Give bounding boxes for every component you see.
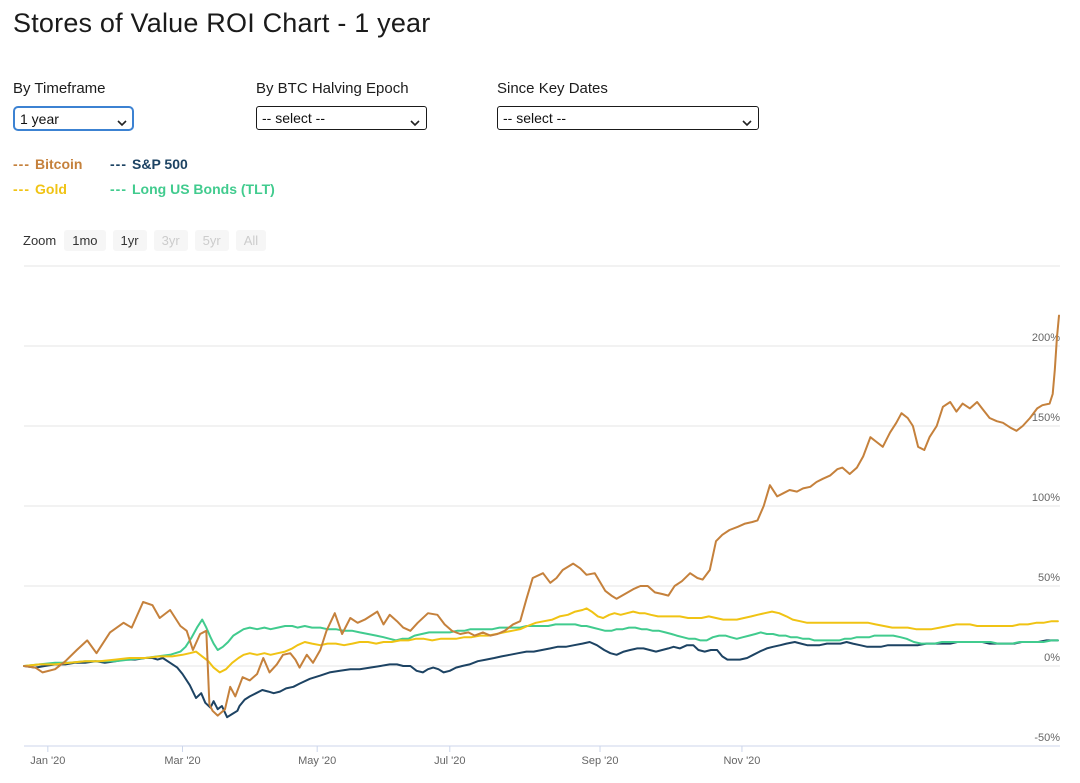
legend-label: S&P 500 [132,156,188,172]
series-line-s-p-500 [23,639,1059,719]
legend-item-sp500[interactable]: --- S&P 500 [110,152,275,176]
zoom-bar-label: Zoom [23,233,57,248]
chart-legend: --- Bitcoin --- S&P 500 --- Gold --- Long US… [13,152,275,201]
timeframe-select-wrap: 1 year [13,106,134,131]
series-line-long-us-bonds-tlt [23,618,1059,667]
zoom-all-button: All [235,230,267,251]
y-axis-label: 100% [1032,492,1060,504]
legend-item-bitcoin[interactable]: --- Bitcoin [13,152,110,176]
legend-item-gold[interactable]: --- Gold [13,177,110,201]
zoom-3yr-button: 3yr [153,230,188,251]
x-axis-label: May '20 [298,755,336,767]
y-axis-label: 150% [1032,412,1060,424]
halving-epoch-label: By BTC Halving Epoch [256,80,409,97]
x-axis-label: Jul '20 [434,755,465,767]
zoom-bar: Zoom 1mo 1yr 3yr 5yr All [23,230,267,251]
y-axis-label: 200% [1032,332,1060,344]
legend-item-tlt[interactable]: --- Long US Bonds (TLT) [110,177,275,201]
y-axis-label: -50% [1034,732,1060,744]
key-dates-label: Since Key Dates [497,80,608,97]
legend-label: Gold [35,181,67,197]
zoom-1mo-button[interactable]: 1mo [64,230,106,251]
halving-epoch-select-wrap: -- select -- [256,106,427,130]
zoom-1yr-button[interactable]: 1yr [112,230,147,251]
legend-label: Long US Bonds (TLT) [132,181,275,197]
y-axis-label: 0% [1044,652,1060,664]
tlt-dash-icon: --- [110,181,127,197]
key-dates-select[interactable]: -- select -- [497,106,759,130]
y-axis-label: 50% [1038,572,1060,584]
series-line-bitcoin [23,314,1060,717]
zoom-5yr-button: 5yr [194,230,229,251]
legend-label: Bitcoin [35,156,83,172]
key-dates-select-wrap: -- select -- [497,106,759,130]
x-axis-label: Nov '20 [723,755,760,767]
timeframe-label: By Timeframe [13,80,106,97]
bitcoin-dash-icon: --- [13,156,30,172]
x-axis-label: Mar '20 [164,755,200,767]
sp500-dash-icon: --- [110,156,127,172]
gold-dash-icon: --- [13,181,30,197]
page-title: Stores of Value ROI Chart - 1 year [13,8,431,38]
timeframe-select[interactable]: 1 year [13,106,134,131]
x-axis-label: Jan '20 [30,755,65,767]
x-axis-label: Sep '20 [582,755,619,767]
series-line-gold [23,607,1059,674]
halving-epoch-select[interactable]: -- select -- [256,106,427,130]
